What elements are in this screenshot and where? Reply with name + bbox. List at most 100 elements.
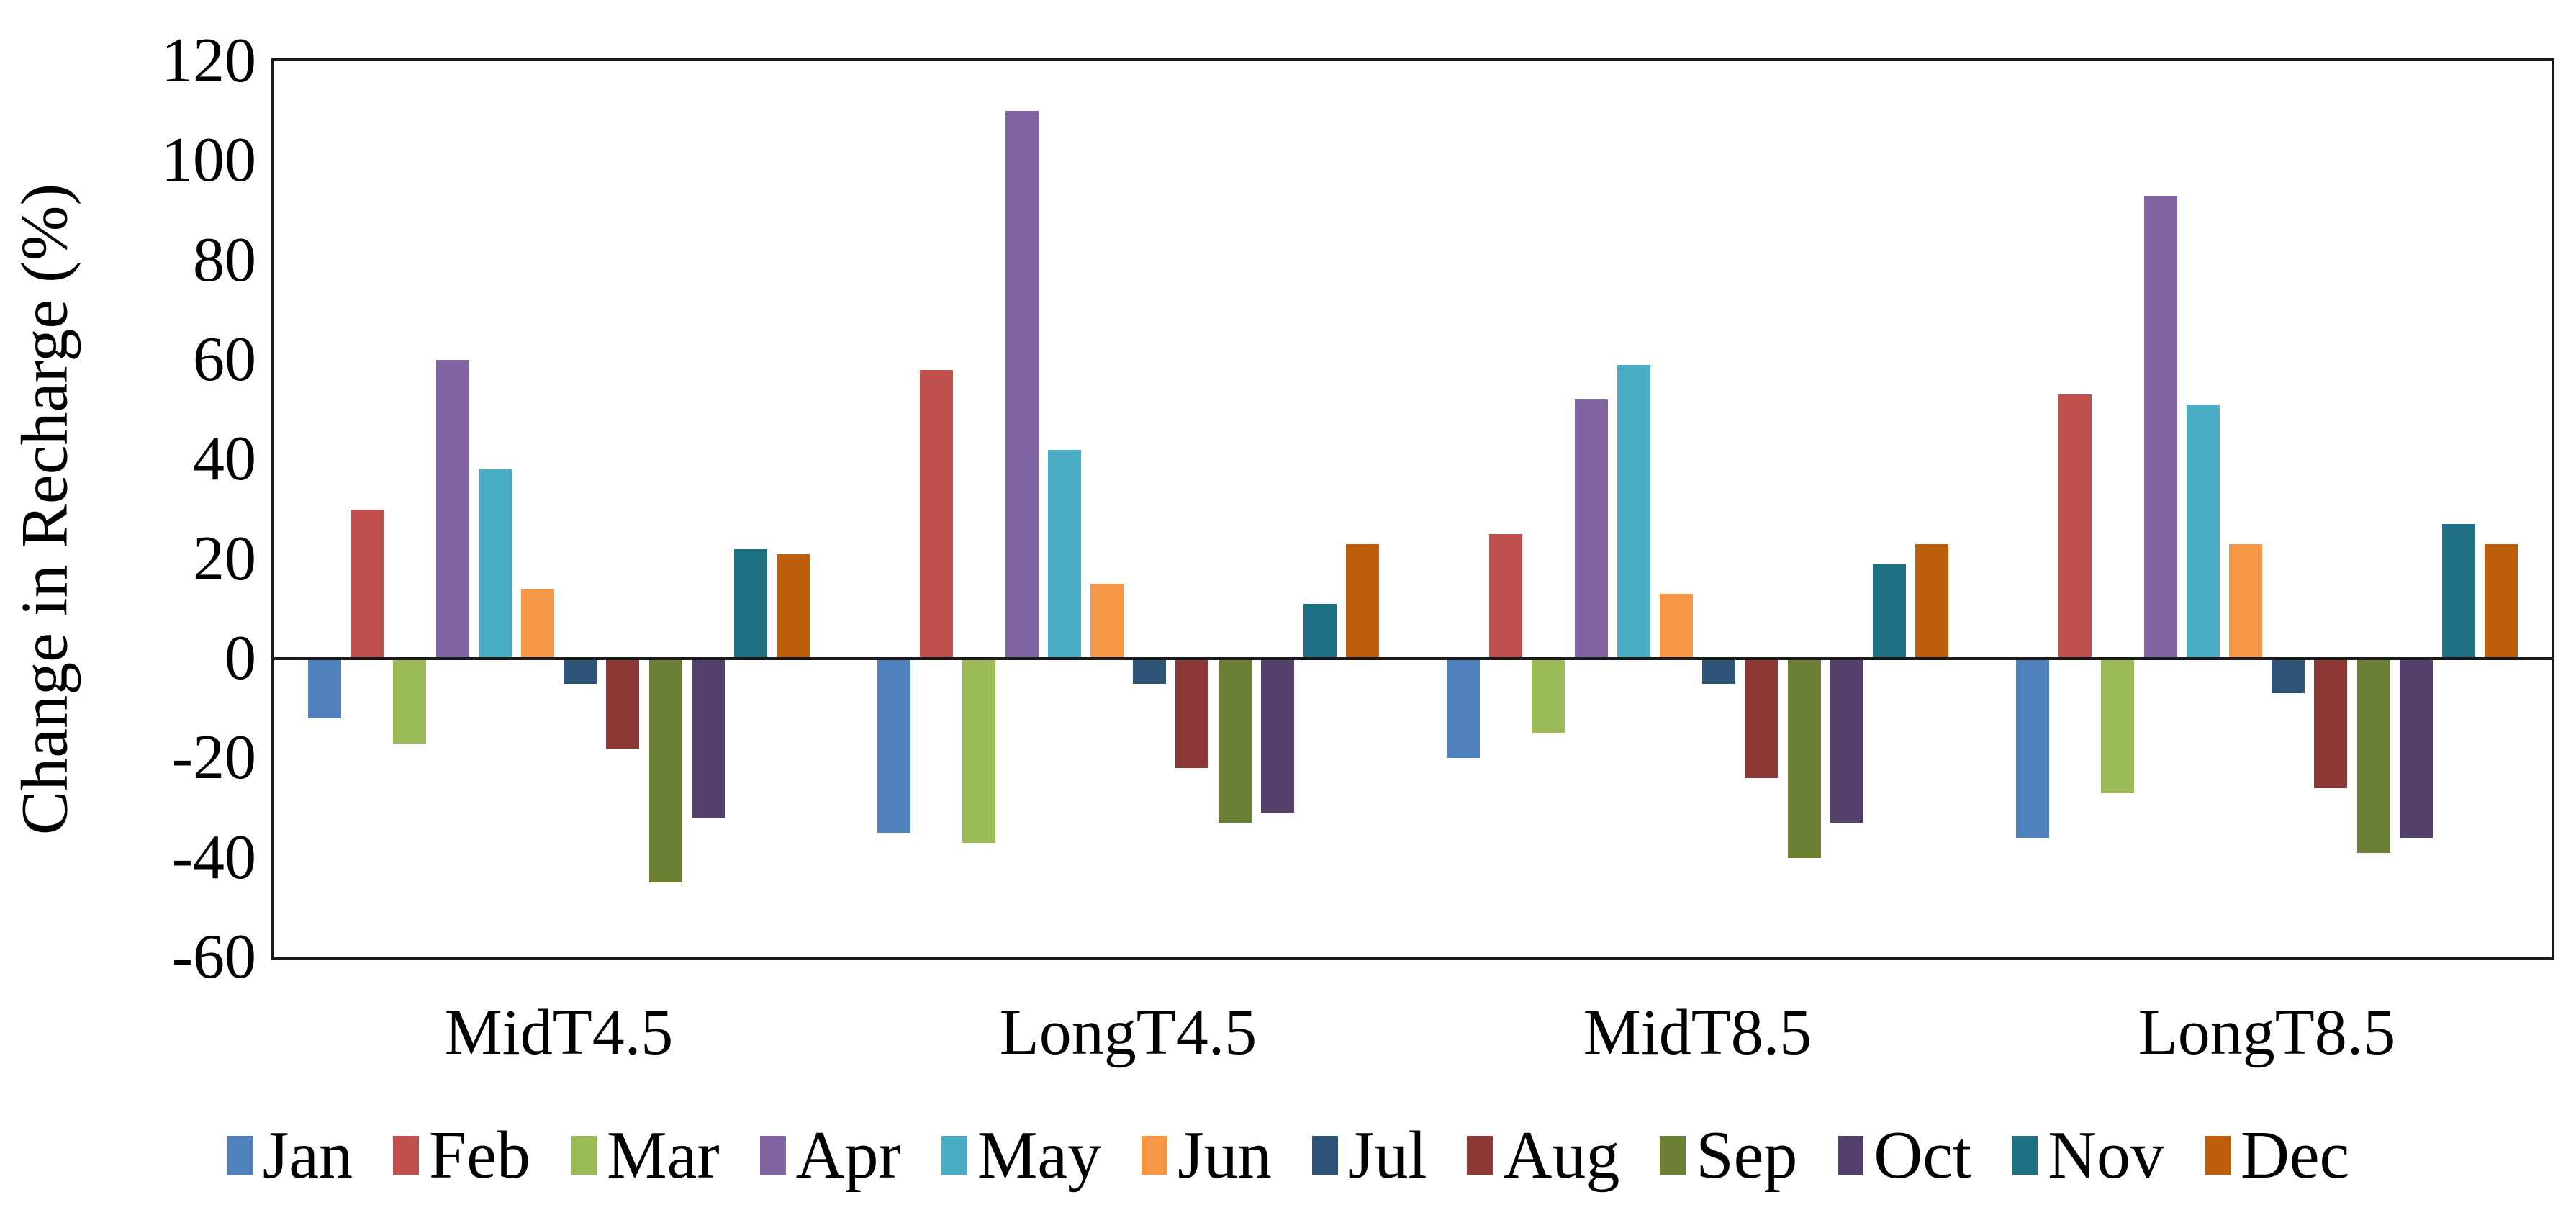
bar-may-longt4.5 [1047, 449, 1081, 659]
legend-label: Jun [1178, 1118, 1272, 1193]
x-category-label: LongT4.5 [999, 997, 1257, 1068]
bar-dec-longt8.5 [2485, 543, 2518, 659]
x-category-label: MidT8.5 [1583, 997, 1812, 1068]
legend-swatch-icon [2204, 1136, 2231, 1175]
legend-label: Dec [2240, 1118, 2350, 1193]
bar-nov-midt4.5 [733, 548, 767, 659]
legend-swatch-icon [2012, 1136, 2038, 1175]
bar-jul-midt4.5 [564, 659, 597, 684]
legend-swatch-icon [1660, 1136, 1686, 1175]
legend-swatch-icon [1142, 1136, 1168, 1175]
bar-jun-midt8.5 [1659, 594, 1693, 659]
bar-jan-midt8.5 [1446, 659, 1480, 759]
legend-swatch-icon [941, 1136, 967, 1175]
legend-swatch-icon [759, 1136, 786, 1175]
legend-swatch-icon [571, 1136, 597, 1175]
bar-apr-longt4.5 [1005, 111, 1039, 659]
y-tick-label: 40 [193, 424, 256, 495]
bar-feb-midt8.5 [1489, 534, 1523, 659]
bar-jun-longt8.5 [2228, 543, 2262, 659]
bar-dec-longt4.5 [1346, 543, 1380, 659]
y-tick-label: 100 [161, 125, 256, 196]
y-tick-label: 20 [193, 523, 256, 594]
y-tick-label: -60 [171, 922, 256, 992]
legend-swatch-icon [393, 1136, 420, 1175]
legend-swatch-icon [226, 1136, 253, 1175]
legend-label: Nov [2048, 1118, 2164, 1193]
bar-jun-longt4.5 [1090, 584, 1124, 659]
y-tick-label: 60 [193, 325, 256, 394]
y-tick-label: -40 [171, 822, 256, 893]
bar-dec-midt8.5 [1915, 543, 1949, 659]
bar-feb-longt8.5 [2058, 394, 2092, 659]
x-category-label: MidT4.5 [444, 997, 674, 1068]
legend-swatch-icon [1838, 1136, 1864, 1175]
legend-swatch-icon [1467, 1136, 1493, 1175]
bar-jul-longt8.5 [2272, 659, 2305, 694]
bar-mar-midt8.5 [1532, 659, 1565, 733]
legend-label: Oct [1874, 1118, 1972, 1193]
bar-jan-midt4.5 [307, 659, 341, 718]
bar-may-midt8.5 [1617, 364, 1650, 659]
bar-mar-longt4.5 [962, 659, 996, 843]
bar-jul-longt4.5 [1133, 659, 1167, 684]
plot-area [271, 58, 2554, 960]
legend-label: Jan [262, 1118, 353, 1193]
bar-jan-longt4.5 [877, 659, 910, 834]
bar-oct-midt4.5 [691, 659, 725, 818]
zero-axis-line [274, 657, 2552, 660]
bar-nov-longt8.5 [2441, 524, 2475, 659]
legend-item-jan: Jan [226, 1112, 353, 1198]
legend-item-feb: Feb [393, 1112, 530, 1198]
legend-label: Apr [795, 1118, 901, 1193]
legend-label: Mar [607, 1118, 720, 1193]
legend-label: Aug [1503, 1118, 1620, 1193]
bar-oct-longt4.5 [1260, 659, 1294, 813]
bar-jul-midt8.5 [1702, 659, 1736, 684]
legend-item-nov: Nov [2012, 1112, 2164, 1198]
bar-mar-longt8.5 [2101, 659, 2135, 793]
legend-item-may: May [941, 1112, 1101, 1198]
y-tick-label: 0 [225, 623, 256, 693]
bar-dec-midt4.5 [777, 554, 810, 659]
y-tick-label: 120 [161, 26, 256, 96]
legend-item-sep: Sep [1660, 1112, 1797, 1198]
legend-item-jul: Jul [1311, 1112, 1427, 1198]
bar-apr-longt8.5 [2143, 195, 2177, 659]
legend-item-aug: Aug [1467, 1112, 1619, 1198]
bar-apr-midt8.5 [1574, 399, 1608, 659]
bar-nov-longt4.5 [1303, 603, 1337, 659]
bar-mar-midt4.5 [393, 659, 427, 744]
bar-sep-midt4.5 [648, 659, 682, 883]
y-tick-label: -20 [171, 723, 256, 793]
bar-feb-midt4.5 [351, 509, 384, 659]
legend: Jan Feb Mar Apr May Jun Jul Aug Sep Oct Nov Dec [0, 1112, 2576, 1198]
bar-sep-midt8.5 [1787, 659, 1821, 858]
bar-aug-midt8.5 [1745, 659, 1779, 778]
legend-item-dec: Dec [2204, 1112, 2350, 1198]
bar-feb-longt4.5 [920, 369, 954, 659]
bar-sep-longt4.5 [1218, 659, 1252, 823]
bar-may-longt8.5 [2186, 405, 2220, 659]
bar-jun-midt4.5 [520, 589, 554, 659]
legend-item-apr: Apr [759, 1112, 901, 1198]
bar-oct-longt8.5 [2399, 659, 2433, 838]
bar-nov-midt8.5 [1872, 564, 1906, 659]
bar-apr-midt4.5 [435, 360, 469, 659]
bar-jan-longt8.5 [2015, 659, 2049, 838]
bar-aug-longt8.5 [2314, 659, 2348, 788]
legend-label: May [977, 1118, 1102, 1193]
bar-aug-longt4.5 [1175, 659, 1209, 769]
bar-aug-midt4.5 [606, 659, 640, 749]
bar-may-midt4.5 [478, 469, 512, 659]
y-tick-label: 80 [193, 225, 256, 295]
legend-swatch-icon [1311, 1136, 1338, 1175]
x-category-label: LongT8.5 [2138, 997, 2396, 1068]
bar-oct-midt8.5 [1830, 659, 1863, 823]
legend-item-mar: Mar [571, 1112, 720, 1198]
legend-item-oct: Oct [1838, 1112, 1971, 1198]
bar-sep-longt8.5 [2356, 659, 2390, 853]
legend-label: Jul [1347, 1118, 1427, 1193]
legend-item-jun: Jun [1142, 1112, 1272, 1198]
